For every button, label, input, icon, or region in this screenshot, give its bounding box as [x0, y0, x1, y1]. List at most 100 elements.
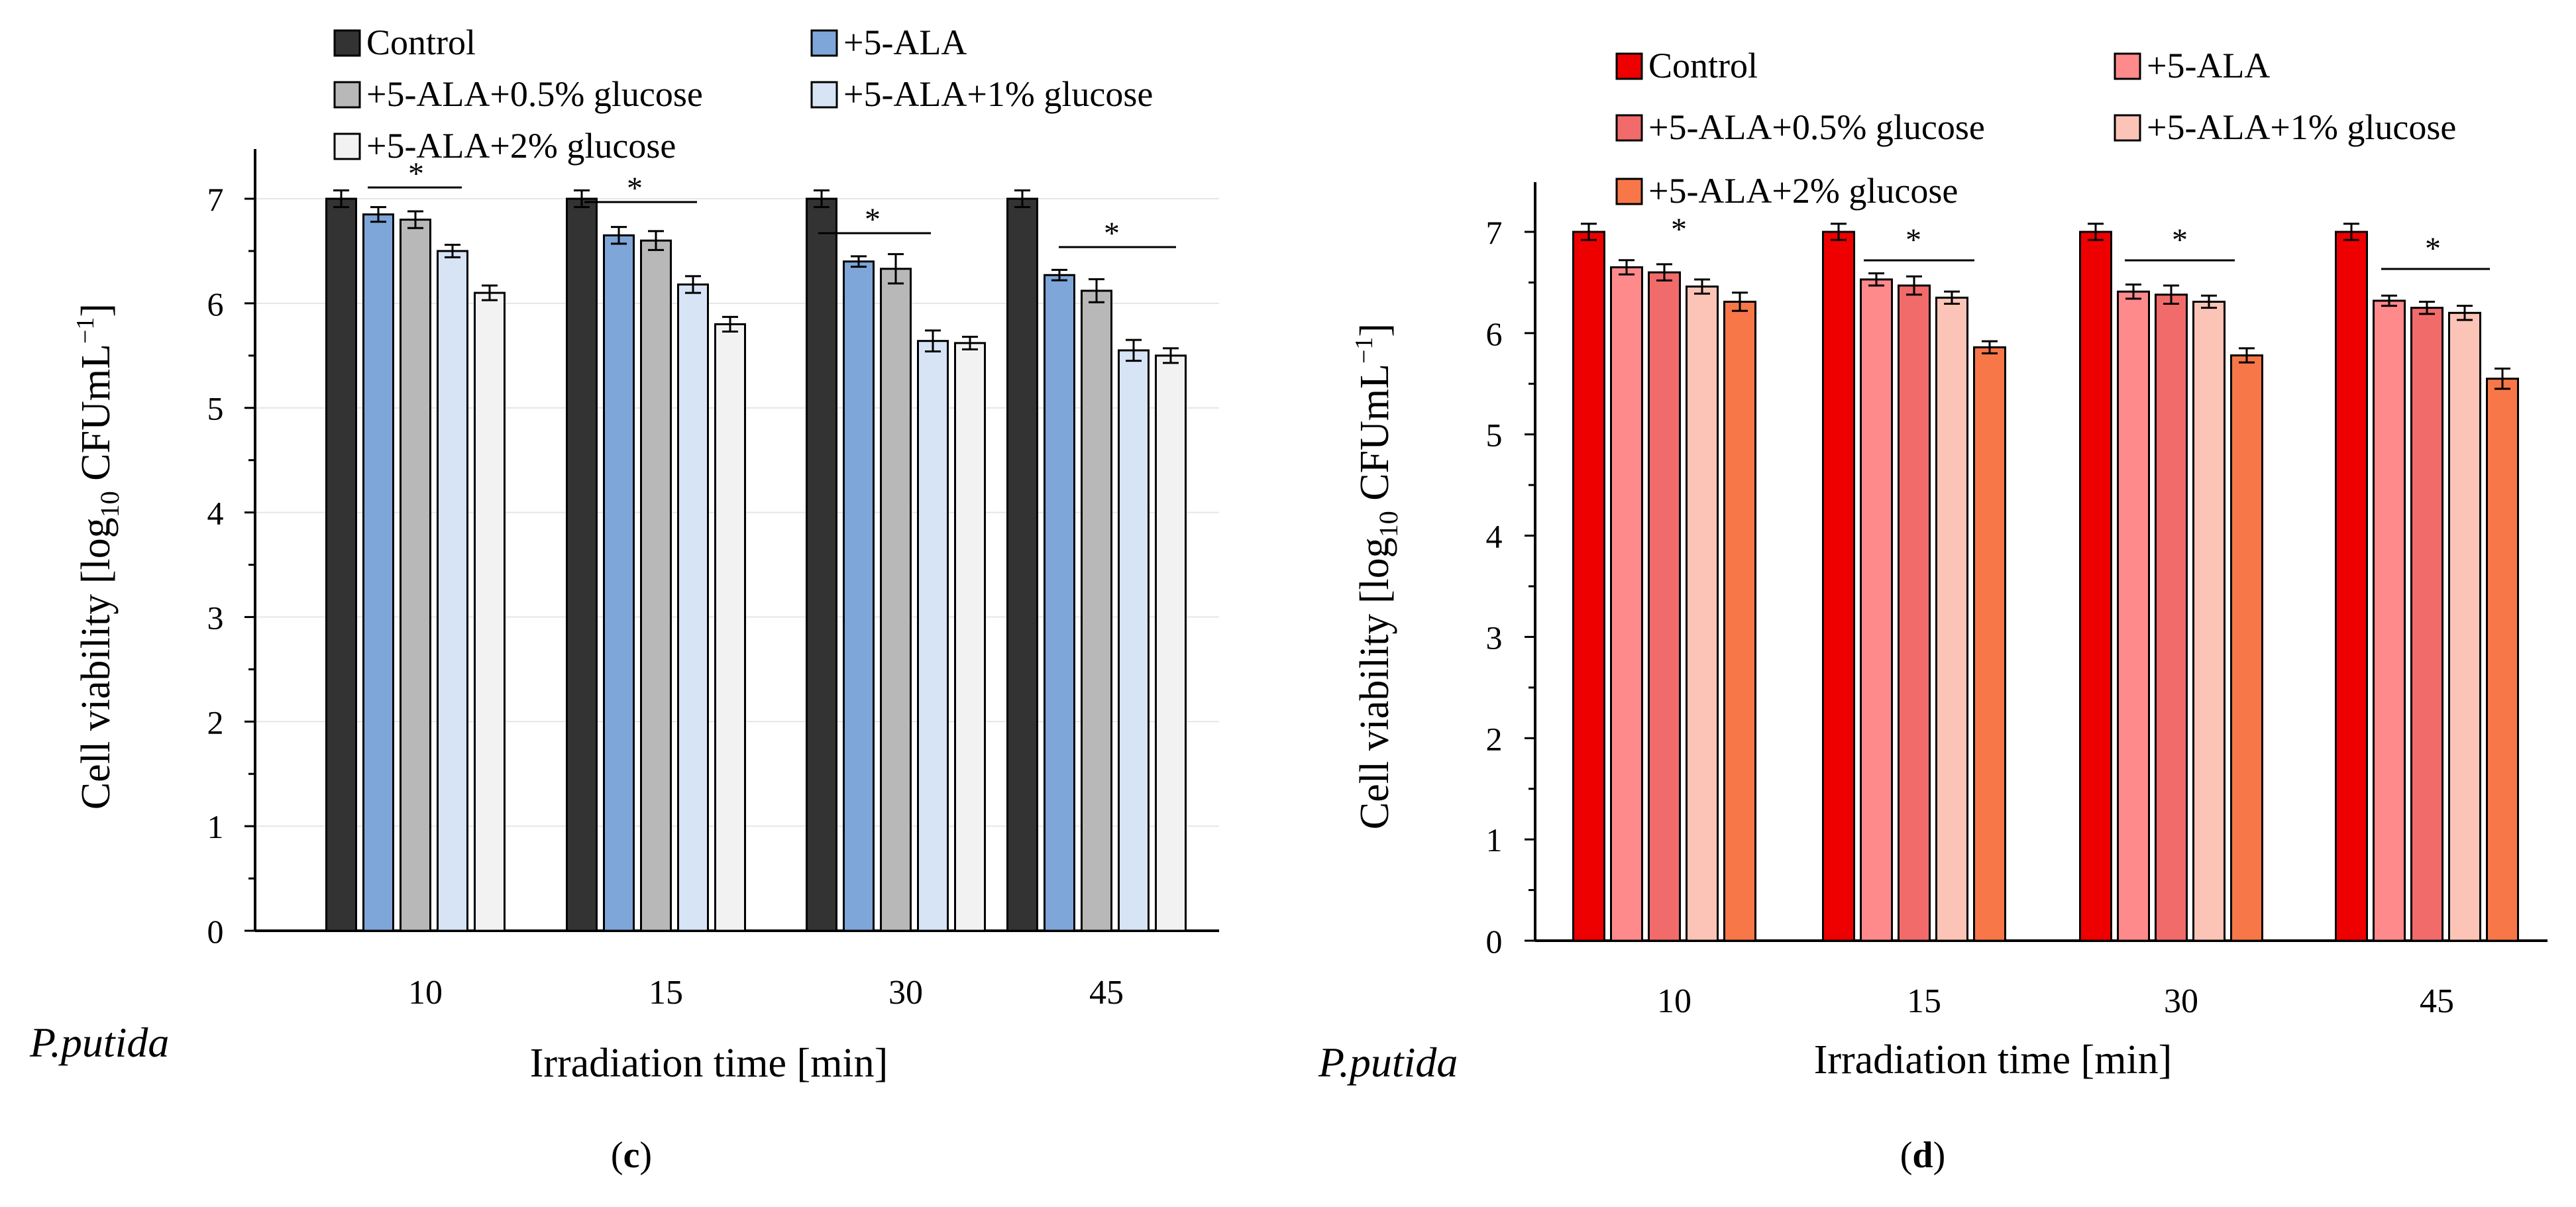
- bar: [2448, 311, 2481, 942]
- significance-star: *: [1671, 212, 1687, 247]
- y-axis-title-part: Cell viability [log: [74, 517, 119, 810]
- bar: [2410, 307, 2443, 942]
- y-tick-label: 3: [207, 599, 224, 636]
- x-tick-label: 10: [408, 974, 443, 1012]
- y-tick-label: 6: [1486, 315, 1503, 352]
- legend-swatch: [1615, 178, 1643, 205]
- panel-label-open: (: [611, 1135, 623, 1176]
- y-tick-label: 6: [207, 286, 224, 323]
- bar: [1973, 346, 2006, 942]
- legend-label: Control: [366, 23, 476, 62]
- bar: [437, 250, 468, 932]
- bar: [1610, 266, 1643, 942]
- bar: [2486, 378, 2519, 942]
- bar: [1822, 231, 1855, 942]
- y-tick-label: 3: [1486, 619, 1503, 656]
- y-tick-label: 0: [1486, 923, 1503, 960]
- legend-label: +5-ALA+1% glucose: [2147, 107, 2456, 147]
- bar: [917, 340, 949, 932]
- significance-star: *: [408, 156, 424, 191]
- legend-swatch: [333, 29, 361, 57]
- x-axis-title: Irradiation time [min]: [1814, 1037, 2173, 1082]
- bar: [2230, 354, 2263, 942]
- bar: [640, 239, 672, 932]
- significance-star: *: [1104, 216, 1120, 251]
- x-axis-title: Irradiation time [min]: [530, 1041, 888, 1086]
- legend-swatch: [1615, 52, 1643, 80]
- y-tick-label: 7: [1486, 214, 1503, 251]
- bar: [1118, 349, 1150, 932]
- legend-label: Control: [1648, 46, 1758, 85]
- x-tick-label: 45: [1089, 974, 1124, 1012]
- y-tick-label: 5: [1486, 417, 1503, 454]
- legend-swatch: [2114, 114, 2141, 142]
- panel-label-open: (: [1900, 1135, 1913, 1176]
- bar: [1686, 286, 1719, 942]
- bar: [2079, 231, 2112, 942]
- bar: [1860, 278, 1893, 942]
- x-tick-label: 15: [649, 974, 683, 1012]
- organism-label: P.putida: [29, 1019, 169, 1066]
- y-axis-title-part: CFUmL: [1352, 364, 1397, 511]
- y-tick-label: 2: [207, 704, 224, 741]
- y-tick-label: 1: [207, 808, 224, 845]
- y-tick-label: 2: [1486, 720, 1503, 757]
- bar: [1044, 274, 1075, 932]
- legend-swatch: [810, 29, 838, 57]
- y-axis-title-part: Cell viability [log: [1352, 537, 1397, 829]
- bar: [677, 283, 709, 932]
- x-tick-label: 30: [2164, 982, 2198, 1020]
- bar: [400, 219, 431, 932]
- y-tick-label: 4: [1486, 518, 1503, 555]
- bar: [1155, 354, 1187, 932]
- bar: [1081, 289, 1112, 932]
- bar: [714, 323, 746, 932]
- legend-label: +5-ALA+2% glucose: [1648, 171, 1958, 211]
- significance-star: *: [2172, 223, 2188, 258]
- y-tick-label: 5: [207, 390, 224, 427]
- x-tick-label: 15: [1907, 982, 1941, 1020]
- bar: [1723, 300, 1756, 942]
- legend-swatch: [1615, 114, 1643, 142]
- bar: [603, 234, 635, 932]
- bar: [2335, 231, 2368, 942]
- y-tick-label: 0: [207, 913, 224, 950]
- y-axis-title-part: CFUmL: [74, 344, 119, 491]
- panel-label: (d): [1900, 1135, 1945, 1176]
- legend-label: +5-ALA: [2147, 46, 2270, 85]
- legend-swatch: [2114, 52, 2141, 80]
- y-axis-title: Cell viability [log10 CFUmL−1]: [72, 303, 125, 810]
- legend-label: +5-ALA+1% glucose: [843, 74, 1153, 114]
- bar: [2155, 293, 2188, 942]
- y-axis-title-part: −1: [1350, 337, 1378, 364]
- y-axis-title: Cell viability [log10 CFUmL−1]: [1350, 323, 1403, 829]
- bar: [843, 260, 875, 932]
- panel-label-letter: d: [1912, 1135, 1933, 1176]
- y-tick-label: 1: [1486, 821, 1503, 859]
- legend-label: +5-ALA+0.5% glucose: [366, 74, 703, 114]
- bar: [880, 268, 912, 932]
- legend-swatch: [333, 132, 361, 160]
- legend-swatch: [333, 81, 361, 109]
- y-axis-title-part: ]: [1352, 323, 1397, 337]
- y-axis-title-part: 10: [95, 491, 125, 517]
- y-axis-title-part: −1: [72, 317, 99, 344]
- y-axis-title-part: 10: [1373, 511, 1403, 537]
- legend-label: +5-ALA: [843, 23, 967, 62]
- chart-panel-d: 0 1 2 3 4 5 6 7 Cell viability [log10 CFUmL−1]10…: [1318, 46, 2548, 1176]
- y-axis-title-part: ]: [74, 303, 119, 317]
- significance-star: *: [627, 171, 643, 206]
- panel-label: (c): [611, 1135, 652, 1176]
- bar: [2192, 300, 2226, 942]
- y-tick-label: 7: [207, 181, 224, 218]
- x-tick-label: 30: [888, 974, 923, 1012]
- panel-label-close: ): [639, 1135, 652, 1176]
- bar: [1898, 284, 1931, 942]
- bar: [325, 197, 357, 932]
- significance-star: *: [2425, 231, 2441, 266]
- bar: [1006, 197, 1038, 932]
- bar: [2117, 290, 2150, 942]
- legend-label: +5-ALA+2% glucose: [366, 126, 676, 166]
- bar: [2373, 299, 2406, 942]
- legend-label: +5-ALA+0.5% glucose: [1648, 107, 1985, 147]
